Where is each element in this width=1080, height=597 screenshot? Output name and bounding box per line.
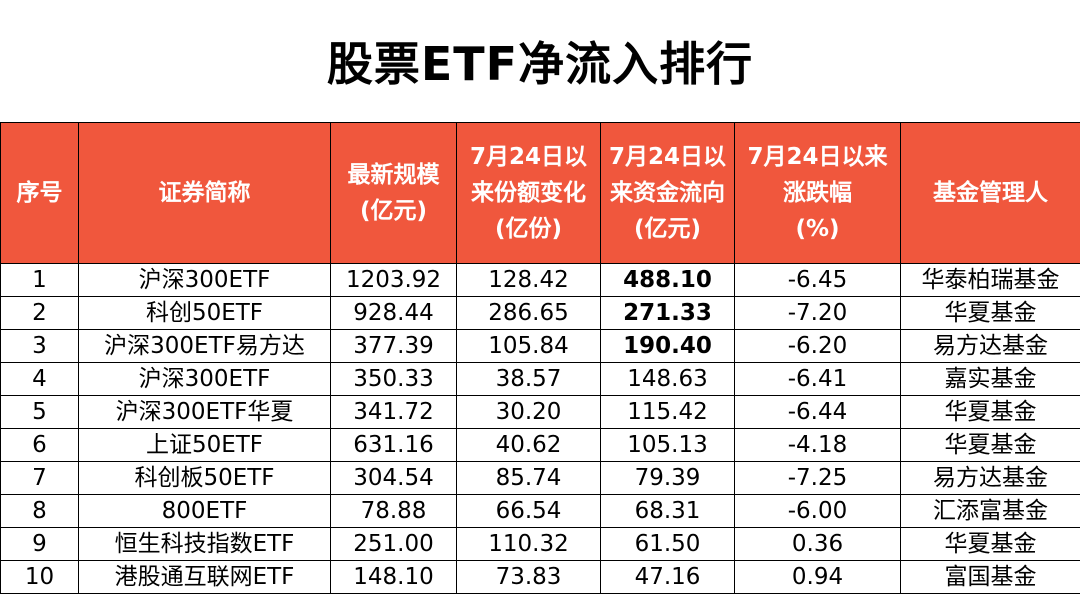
header-row: 序号 证券简称 最新规模 (亿元) 7月24日以 来份额变化 (亿份) 7月24… — [0, 122, 1080, 264]
cell-fund-flow: 271.33 — [600, 296, 735, 330]
cell-fund-flow: 488.10 — [600, 263, 735, 297]
cell-scale: 148.10 — [330, 560, 457, 594]
table-row: 2 科创50ETF 928.44 286.65 271.33 -7.20 华夏基金 — [0, 296, 1080, 330]
cell-scale: 251.00 — [330, 527, 457, 561]
cell-manager: 易方达基金 — [900, 461, 1080, 495]
cell-manager: 华泰柏瑞基金 — [900, 263, 1080, 297]
header-fund-flow: 7月24日以 来资金流向 (亿元) — [600, 122, 735, 264]
cell-change-pct: 0.36 — [734, 527, 901, 561]
cell-change-pct: -6.41 — [734, 362, 901, 396]
table-row: 9 恒生科技指数ETF 251.00 110.32 61.50 0.36 华夏基金 — [0, 527, 1080, 561]
cell-fund-flow: 190.40 — [600, 329, 735, 363]
cell-share-change: 105.84 — [456, 329, 601, 363]
header-change-pct: 7月24日以来 涨跌幅 (%) — [734, 122, 901, 264]
table-row: 10 港股通互联网ETF 148.10 73.83 47.16 0.94 富国基金 — [0, 560, 1080, 594]
cell-manager: 汇添富基金 — [900, 494, 1080, 528]
cell-manager: 华夏基金 — [900, 428, 1080, 462]
cell-rank: 5 — [0, 395, 79, 429]
cell-fund-flow: 148.63 — [600, 362, 735, 396]
header-share-change: 7月24日以 来份额变化 (亿份) — [456, 122, 601, 264]
cell-scale: 1203.92 — [330, 263, 457, 297]
cell-rank: 7 — [0, 461, 79, 495]
cell-rank: 3 — [0, 329, 79, 363]
header-rank: 序号 — [0, 122, 79, 264]
table-row: 3 沪深300ETF易方达 377.39 105.84 190.40 -6.20 易方达基金 — [0, 329, 1080, 363]
cell-fund-flow: 105.13 — [600, 428, 735, 462]
header-manager: 基金管理人 — [900, 122, 1080, 264]
cell-name: 沪深300ETF — [78, 263, 331, 297]
etf-ranking-table: 序号 证券简称 最新规模 (亿元) 7月24日以 来份额变化 (亿份) 7月24… — [0, 122, 1080, 594]
cell-name: 恒生科技指数ETF — [78, 527, 331, 561]
cell-change-pct: -6.00 — [734, 494, 901, 528]
cell-manager: 华夏基金 — [900, 395, 1080, 429]
cell-name: 科创50ETF — [78, 296, 331, 330]
cell-share-change: 110.32 — [456, 527, 601, 561]
cell-scale: 78.88 — [330, 494, 457, 528]
cell-change-pct: -7.25 — [734, 461, 901, 495]
cell-share-change: 286.65 — [456, 296, 601, 330]
cell-name: 沪深300ETF易方达 — [78, 329, 331, 363]
header-scale: 最新规模 (亿元) — [330, 122, 457, 264]
cell-name: 上证50ETF — [78, 428, 331, 462]
cell-fund-flow: 79.39 — [600, 461, 735, 495]
cell-manager: 华夏基金 — [900, 296, 1080, 330]
cell-manager: 富国基金 — [900, 560, 1080, 594]
table-row: 7 科创板50ETF 304.54 85.74 79.39 -7.25 易方达基金 — [0, 461, 1080, 495]
cell-change-pct: -4.18 — [734, 428, 901, 462]
cell-scale: 304.54 — [330, 461, 457, 495]
cell-name: 港股通互联网ETF — [78, 560, 331, 594]
cell-share-change: 30.20 — [456, 395, 601, 429]
cell-share-change: 38.57 — [456, 362, 601, 396]
cell-share-change: 85.74 — [456, 461, 601, 495]
cell-share-change: 128.42 — [456, 263, 601, 297]
cell-name: 沪深300ETF — [78, 362, 331, 396]
cell-manager: 嘉实基金 — [900, 362, 1080, 396]
cell-fund-flow: 115.42 — [600, 395, 735, 429]
cell-name: 科创板50ETF — [78, 461, 331, 495]
cell-fund-flow: 61.50 — [600, 527, 735, 561]
table-body: 1 沪深300ETF 1203.92 128.42 488.10 -6.45 华泰柏瑞基金 2… — [0, 263, 1080, 594]
cell-change-pct: -6.45 — [734, 263, 901, 297]
cell-scale: 350.33 — [330, 362, 457, 396]
table-row: 8 800ETF 78.88 66.54 68.31 -6.00 汇添富基金 — [0, 494, 1080, 528]
cell-manager: 华夏基金 — [900, 527, 1080, 561]
cell-share-change: 40.62 — [456, 428, 601, 462]
cell-change-pct: -6.20 — [734, 329, 901, 363]
cell-name: 800ETF — [78, 494, 331, 528]
cell-share-change: 66.54 — [456, 494, 601, 528]
cell-change-pct: -6.44 — [734, 395, 901, 429]
table-row: 4 沪深300ETF 350.33 38.57 148.63 -6.41 嘉实基金 — [0, 362, 1080, 396]
table-row: 1 沪深300ETF 1203.92 128.42 488.10 -6.45 华泰柏瑞基金 — [0, 263, 1080, 297]
cell-change-pct: -7.20 — [734, 296, 901, 330]
cell-scale: 377.39 — [330, 329, 457, 363]
title-bar: 股票ETF净流入排行 — [0, 0, 1080, 122]
cell-name: 沪深300ETF华夏 — [78, 395, 331, 429]
cell-share-change: 73.83 — [456, 560, 601, 594]
cell-scale: 631.16 — [330, 428, 457, 462]
cell-fund-flow: 47.16 — [600, 560, 735, 594]
cell-rank: 1 — [0, 263, 79, 297]
cell-scale: 928.44 — [330, 296, 457, 330]
cell-rank: 10 — [0, 560, 79, 594]
cell-rank: 6 — [0, 428, 79, 462]
header-name: 证券简称 — [78, 122, 331, 264]
cell-rank: 2 — [0, 296, 79, 330]
cell-scale: 341.72 — [330, 395, 457, 429]
cell-rank: 4 — [0, 362, 79, 396]
cell-fund-flow: 68.31 — [600, 494, 735, 528]
page-title: 股票ETF净流入排行 — [326, 37, 754, 91]
cell-rank: 8 — [0, 494, 79, 528]
cell-manager: 易方达基金 — [900, 329, 1080, 363]
table-row: 6 上证50ETF 631.16 40.62 105.13 -4.18 华夏基金 — [0, 428, 1080, 462]
cell-change-pct: 0.94 — [734, 560, 901, 594]
cell-rank: 9 — [0, 527, 79, 561]
table-row: 5 沪深300ETF华夏 341.72 30.20 115.42 -6.44 华夏基金 — [0, 395, 1080, 429]
